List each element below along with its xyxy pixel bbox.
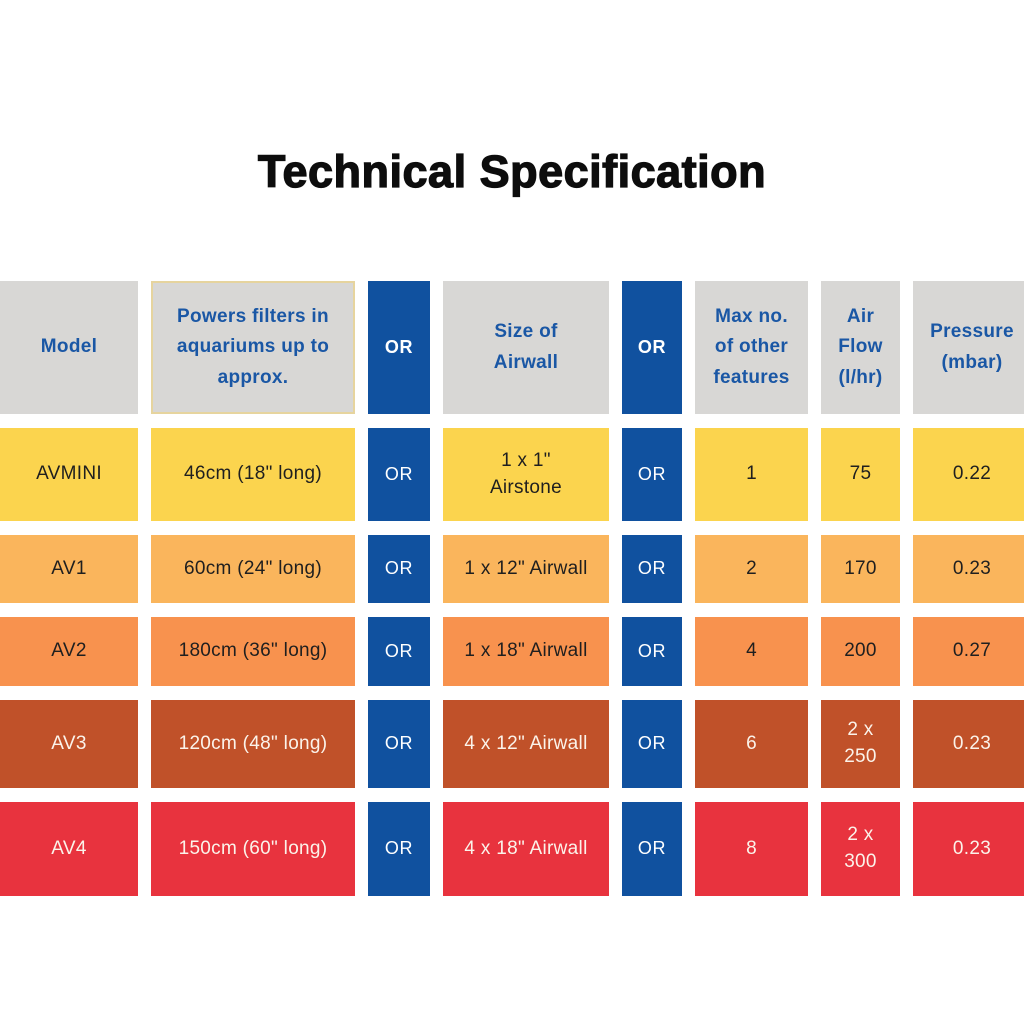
cell-powers: 46cm (18" long)	[151, 428, 355, 521]
cell-or-2: OR	[622, 700, 682, 788]
cell-features: 8	[695, 802, 808, 896]
header-cell-model: Model	[0, 281, 138, 414]
cell-or-2: OR	[622, 535, 682, 603]
cell-powers: 180cm (36" long)	[151, 617, 355, 686]
cell-powers: 60cm (24" long)	[151, 535, 355, 603]
spec-table: Model Powers filters in aquariums up to …	[0, 281, 1024, 896]
cell-features: 4	[695, 617, 808, 686]
header-cell-pressure: Pressure (mbar)	[913, 281, 1024, 414]
cell-model: AV3	[0, 700, 138, 788]
cell-or-1: OR	[368, 617, 430, 686]
header-cell-features: Max no. of other features	[695, 281, 808, 414]
cell-pressure: 0.27	[913, 617, 1024, 686]
header-cell-or-2: OR	[622, 281, 682, 414]
cell-pressure: 0.22	[913, 428, 1024, 521]
cell-model: AV2	[0, 617, 138, 686]
cell-model: AV1	[0, 535, 138, 603]
cell-or-2: OR	[622, 802, 682, 896]
cell-or-2: OR	[622, 617, 682, 686]
cell-airflow: 2 x 250	[821, 700, 900, 788]
cell-airwall: 4 x 18" Airwall	[443, 802, 609, 896]
cell-pressure: 0.23	[913, 535, 1024, 603]
header-cell-powers: Powers filters in aquariums up to approx…	[151, 281, 355, 414]
cell-airflow: 200	[821, 617, 900, 686]
cell-features: 6	[695, 700, 808, 788]
cell-powers: 120cm (48" long)	[151, 700, 355, 788]
cell-airwall: 1 x 18" Airwall	[443, 617, 609, 686]
header-cell-or-1: OR	[368, 281, 430, 414]
cell-model: AV4	[0, 802, 138, 896]
cell-airflow: 75	[821, 428, 900, 521]
cell-or-1: OR	[368, 802, 430, 896]
header-cell-airflow: Air Flow (l/hr)	[821, 281, 900, 414]
cell-or-1: OR	[368, 535, 430, 603]
cell-features: 1	[695, 428, 808, 521]
cell-or-1: OR	[368, 428, 430, 521]
cell-airwall: 4 x 12" Airwall	[443, 700, 609, 788]
cell-or-1: OR	[368, 700, 430, 788]
cell-airwall: 1 x 12" Airwall	[443, 535, 609, 603]
header-cell-airwall: Size of Airwall	[443, 281, 609, 414]
cell-or-2: OR	[622, 428, 682, 521]
page-title: Technical Specification	[257, 145, 767, 197]
cell-features: 2	[695, 535, 808, 603]
cell-pressure: 0.23	[913, 700, 1024, 788]
cell-airflow: 2 x 300	[821, 802, 900, 896]
cell-airflow: 170	[821, 535, 900, 603]
cell-pressure: 0.23	[913, 802, 1024, 896]
cell-model: AVMINI	[0, 428, 138, 521]
cell-airwall: 1 x 1" Airstone	[443, 428, 609, 521]
cell-powers: 150cm (60" long)	[151, 802, 355, 896]
